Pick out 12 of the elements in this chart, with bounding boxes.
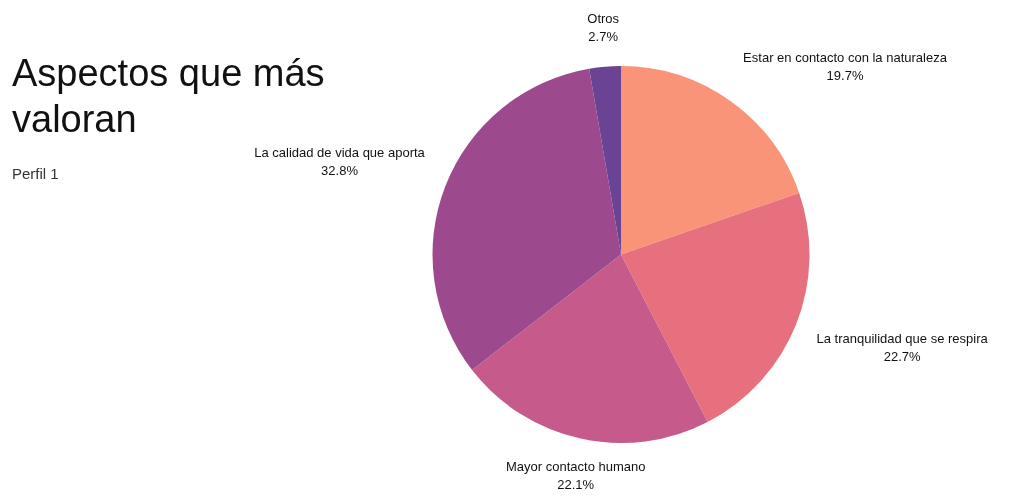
text: Perfil 1 <box>12 165 59 182</box>
data-label: 2.7% <box>588 29 619 45</box>
data-label: 19.7% <box>826 67 864 83</box>
slice-label: Otros <box>587 11 620 27</box>
text: Aspectos que más valoran <box>12 51 326 142</box>
slice-label: Estar en contacto con la naturaleza <box>743 49 948 65</box>
data-label: 22.1% <box>557 476 595 492</box>
slice-label: La tranquilidad que se respira <box>816 331 989 347</box>
data-label: 22.7% <box>883 349 921 365</box>
slice-label: La calidad de vida que aporta <box>254 144 426 160</box>
slice-label: Mayor contacto humano <box>505 458 646 474</box>
data-label: 32.8% <box>321 162 359 178</box>
